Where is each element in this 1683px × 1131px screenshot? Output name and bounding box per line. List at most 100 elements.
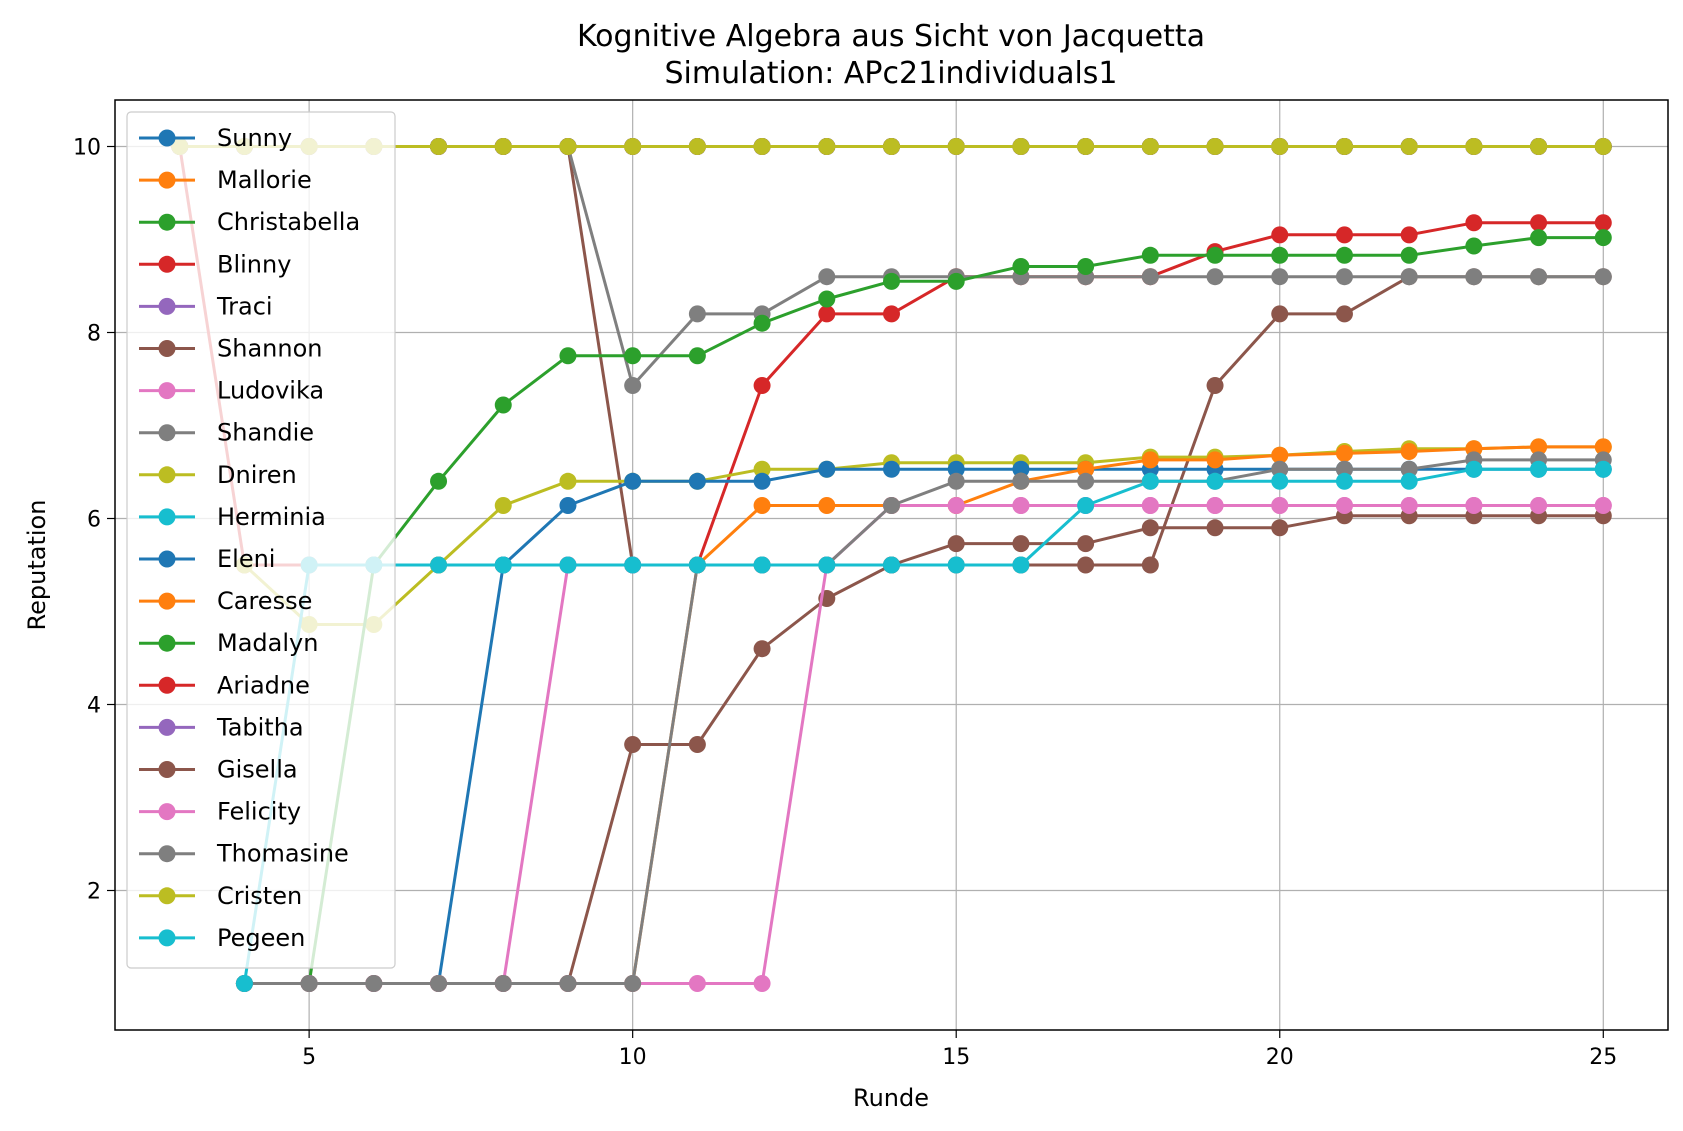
data-point [1077,138,1095,155]
legend-marker [158,382,176,400]
data-point [818,556,836,574]
data-point [753,460,771,478]
data-point [1271,226,1289,244]
data-point [947,272,965,290]
series-cristen [171,138,1612,155]
x-axis-label: Runde [853,1084,929,1112]
legend-marker [158,213,176,231]
series-line [244,458,1604,985]
data-point [559,496,577,514]
legend-label: Tabitha [216,713,304,741]
data-point [1530,460,1548,478]
data-point [624,377,642,395]
legend-item: Felicity [139,798,301,826]
data-point [300,975,318,992]
data-point [494,975,512,992]
data-point [1465,138,1483,155]
legend-item: Pegeen [139,924,305,952]
legend-marker [158,129,176,147]
data-point [947,535,965,553]
legend-marker [158,718,176,736]
legend-marker [158,676,176,694]
data-point [1530,438,1548,456]
data-point [1077,460,1095,478]
data-point [430,975,448,992]
legend-item: Caresse [139,587,312,615]
y-tick-label: 6 [87,508,101,533]
data-point [624,735,642,753]
chart-subtitle: Simulation: APc21individuals1 [664,56,1117,91]
data-point [1335,496,1353,514]
data-point [1012,257,1030,275]
series-line [244,445,1604,985]
legend-item: Gisella [139,756,298,784]
data-point [559,975,577,992]
legend-item: Cristen [139,882,302,910]
data-point [947,556,965,574]
series-madalyn [235,229,1612,992]
data-point [1141,268,1159,286]
data-point [559,472,577,490]
data-point [1465,460,1483,478]
x-tick-label: 5 [302,1045,316,1070]
data-point [1012,138,1030,155]
data-point [624,556,642,574]
data-point [1077,257,1095,275]
legend-label: Shandie [217,419,314,447]
data-point [753,556,771,574]
data-point [559,347,577,365]
legend-item: Thomasine [139,840,349,868]
data-point [1400,138,1418,155]
legend-marker [158,592,176,610]
data-point [1012,535,1030,553]
data-point [1271,519,1289,537]
data-point [688,735,706,753]
legend-item: Sunny [139,124,292,152]
legend-label: Felicity [217,798,301,826]
legend-item: Herminia [139,503,326,531]
data-point [1335,444,1353,462]
legend-marker [158,508,176,526]
legend-label: Sunny [217,124,292,152]
data-point [883,556,900,574]
data-point [1400,460,1418,478]
data-point [1530,229,1548,247]
chart-title: Kognitive Algebra aus Sicht von Jacquett… [577,19,1205,54]
legend-label: Dniren [217,461,297,489]
y-tick-label: 8 [87,322,101,347]
data-point [1271,305,1289,323]
data-point [1206,377,1224,395]
legend-item: Blinny [139,250,291,278]
data-point [688,138,706,155]
legend-label: Pegeen [217,924,305,952]
data-point [1141,556,1159,574]
data-point [494,396,512,414]
data-point [1271,138,1289,155]
data-point [624,347,642,365]
legend-label: Shannon [217,335,322,363]
data-point [1141,472,1159,490]
y-tick-label: 2 [87,880,101,905]
legend-marker [158,297,176,315]
data-point [1465,237,1483,255]
legend-item: Shannon [139,335,322,363]
legend-label: Traci [216,292,273,320]
legend-item: Ariadne [139,671,310,699]
data-point [883,138,900,155]
data-point [1335,226,1353,244]
data-point [494,556,512,574]
legend-marker [158,761,176,778]
legend-marker [158,340,176,357]
data-point [430,472,448,490]
data-point [688,305,706,323]
legend-item: Mallorie [139,166,312,194]
data-point [1465,496,1483,514]
data-point [1206,472,1224,490]
data-point [1206,138,1224,155]
legend: Sunny Mallorie Christabella Blinny Traci Shan… [126,111,396,969]
legend-label: Cristen [217,882,302,910]
data-point [688,347,706,365]
legend-marker [158,171,176,189]
legend-marker [158,929,176,947]
data-point [1141,138,1159,155]
